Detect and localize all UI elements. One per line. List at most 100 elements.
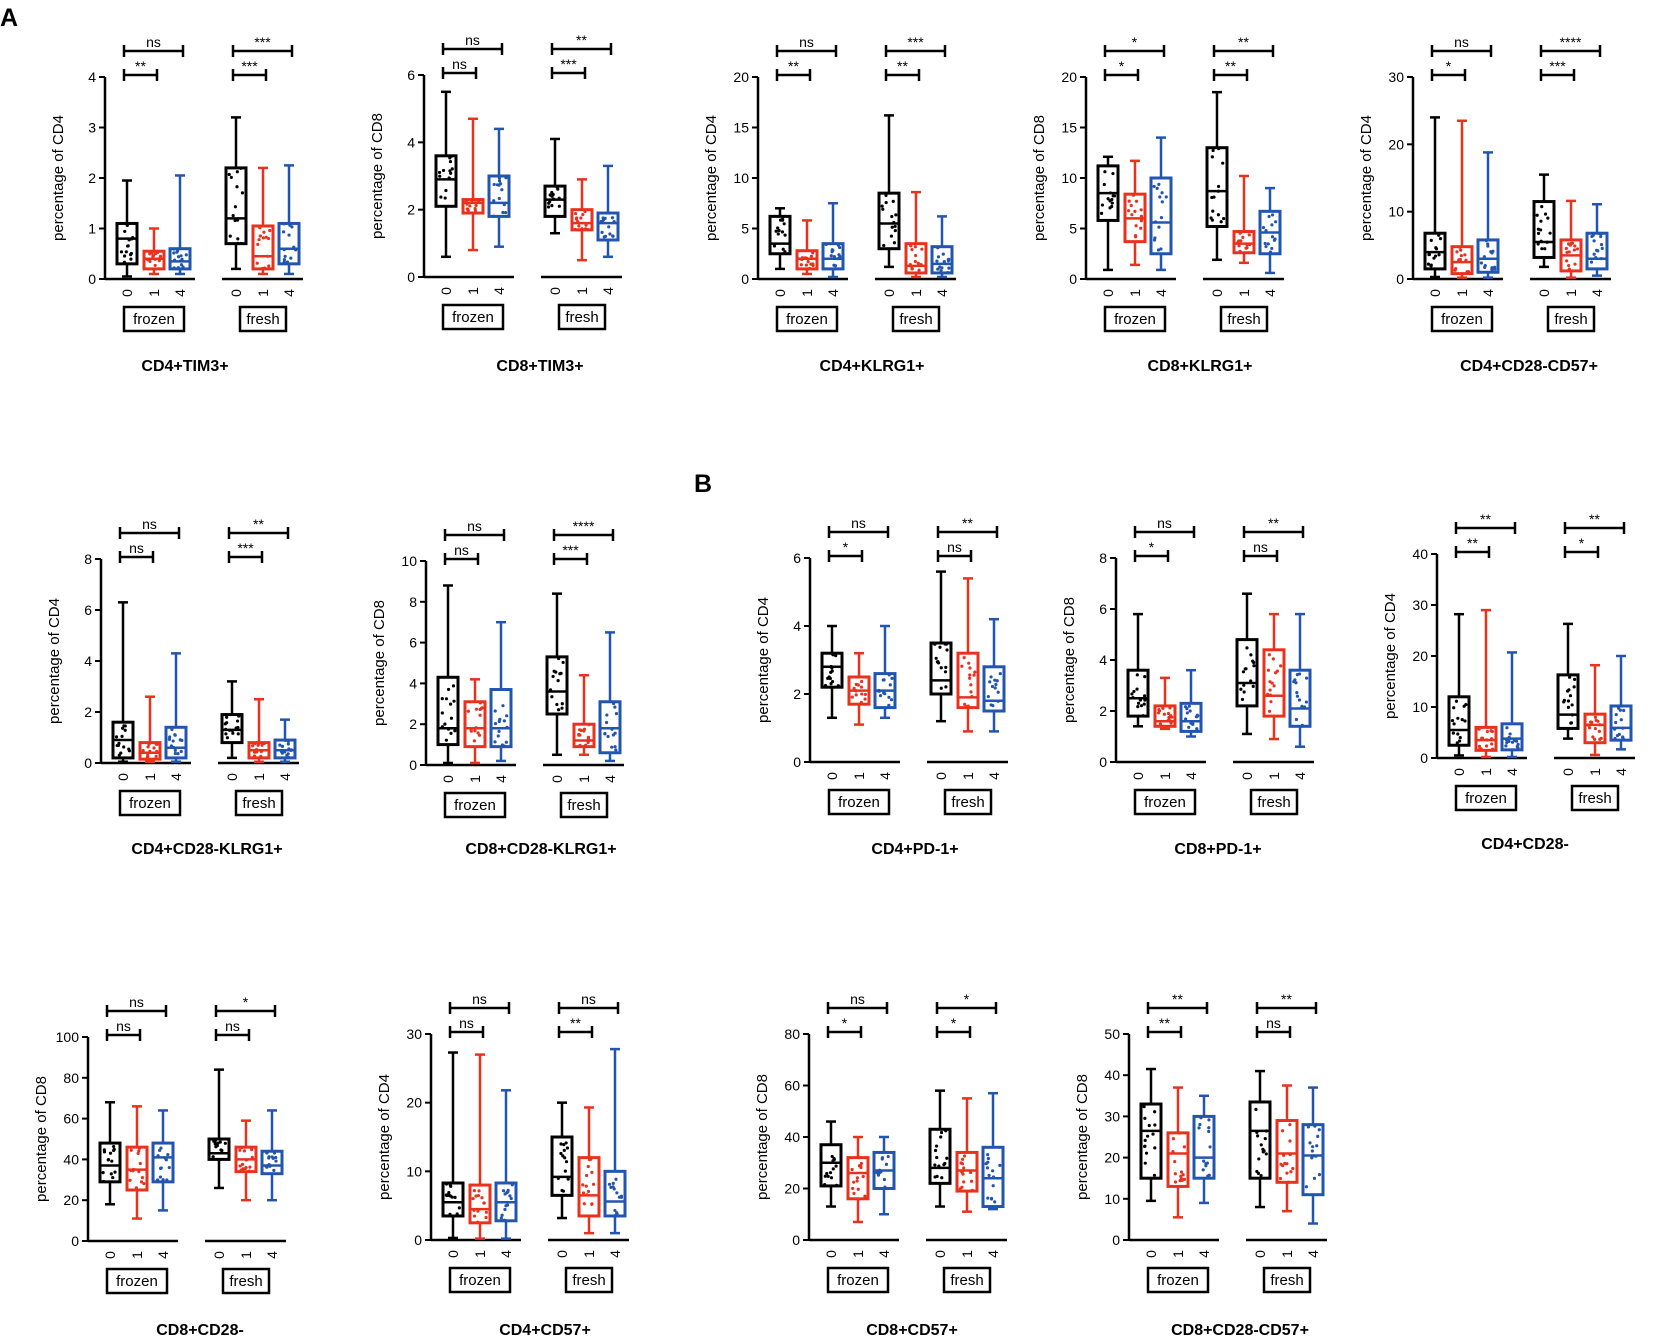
data-point <box>106 1157 111 1162</box>
data-point <box>282 260 286 264</box>
data-point <box>175 250 179 254</box>
data-point <box>287 756 291 760</box>
x-tick-label: 0 <box>772 289 788 297</box>
data-point <box>159 1146 163 1150</box>
data-point <box>989 703 993 707</box>
data-point <box>1300 723 1304 727</box>
data-point <box>943 670 948 674</box>
data-point <box>1456 732 1460 736</box>
chart-title: CD4+TIM3+ <box>141 358 228 375</box>
x-tick-label: 4 <box>825 289 841 297</box>
data-point <box>119 751 123 755</box>
data-point <box>1207 1173 1211 1177</box>
data-point <box>259 754 263 758</box>
data-point <box>170 727 174 732</box>
y-tick-label: 0 <box>84 755 92 771</box>
data-point <box>1548 231 1552 235</box>
x-tick-label: 4 <box>1153 289 1169 297</box>
data-point <box>1463 253 1467 257</box>
x-tick-label: 1 <box>1587 768 1603 776</box>
x-tick-label: 4 <box>876 1250 892 1258</box>
data-point <box>1490 737 1494 741</box>
data-point <box>472 198 476 202</box>
data-point <box>233 218 237 223</box>
data-point <box>1164 195 1168 199</box>
data-point <box>1311 1145 1315 1149</box>
data-point <box>155 1179 159 1183</box>
group-label-fresh-box <box>1262 1266 1312 1294</box>
data-point <box>584 1184 588 1188</box>
sig-label-long: ns <box>472 991 487 1007</box>
box-iqr <box>168 247 192 271</box>
data-point <box>1477 744 1482 748</box>
y-tick-label: 5 <box>741 221 749 237</box>
data-point <box>213 1139 217 1143</box>
data-point <box>556 656 561 661</box>
data-point <box>910 247 914 252</box>
data-point <box>287 233 291 237</box>
data-point <box>1103 170 1107 174</box>
y-tick-label: 0 <box>1069 271 1077 287</box>
data-point <box>167 1165 171 1170</box>
chart-title: CD4+PD-1+ <box>871 841 958 858</box>
group-label-frozen: frozen <box>837 1272 879 1289</box>
sig-label-short: * <box>1446 58 1452 74</box>
data-point <box>852 686 856 690</box>
data-point <box>1294 717 1299 722</box>
data-point <box>1245 246 1249 250</box>
data-point <box>285 753 289 758</box>
data-point <box>1504 744 1508 748</box>
data-point <box>446 727 451 731</box>
data-point <box>455 1212 459 1216</box>
data-point <box>778 218 783 222</box>
data-point <box>1266 242 1270 246</box>
data-point <box>1132 689 1136 694</box>
data-point <box>960 1170 964 1174</box>
data-point <box>993 686 997 690</box>
sig-label-long: ** <box>576 32 587 48</box>
data-point <box>482 1201 486 1205</box>
data-point <box>550 190 554 195</box>
data-point <box>939 1135 943 1139</box>
y-tick-label: 4 <box>84 653 92 669</box>
data-point <box>1143 674 1147 679</box>
data-point <box>859 1164 863 1168</box>
group-label-frozen: frozen <box>129 795 171 812</box>
data-point <box>1455 741 1459 745</box>
data-point <box>560 702 564 706</box>
data-point <box>994 682 998 687</box>
data-point <box>110 1159 114 1163</box>
data-point <box>1598 723 1602 727</box>
box-iqr <box>1500 722 1524 752</box>
x-tick-label: 4 <box>985 1250 1001 1258</box>
data-point <box>991 1169 995 1173</box>
data-point <box>1567 267 1571 271</box>
data-point <box>1434 247 1439 251</box>
data-point <box>1278 1176 1283 1181</box>
box-fresh-day0 <box>545 592 569 757</box>
sig-label-long: ** <box>962 515 973 531</box>
data-point <box>444 188 448 193</box>
data-point <box>244 1166 248 1170</box>
data-point <box>1209 216 1213 220</box>
data-point <box>1259 1143 1263 1147</box>
data-point <box>550 204 554 208</box>
data-point <box>990 684 995 689</box>
data-point <box>860 692 864 696</box>
x-tick-label: 1 <box>581 1250 597 1258</box>
data-point <box>502 1218 507 1222</box>
data-point <box>504 176 508 180</box>
data-point <box>1535 213 1539 217</box>
y-tick-label: 6 <box>409 635 417 651</box>
data-point <box>986 1152 990 1157</box>
box-frozen-day4 <box>873 624 897 720</box>
data-point <box>1565 259 1569 263</box>
box-fresh-day1 <box>572 673 596 757</box>
data-point <box>1597 231 1601 236</box>
x-tick-label: 1 <box>851 772 867 780</box>
box-frozen-day4 <box>821 202 845 279</box>
data-point <box>548 199 552 204</box>
data-point <box>274 1155 278 1160</box>
box-iqr <box>1235 638 1259 708</box>
x-tick-label: 1 <box>576 775 592 783</box>
